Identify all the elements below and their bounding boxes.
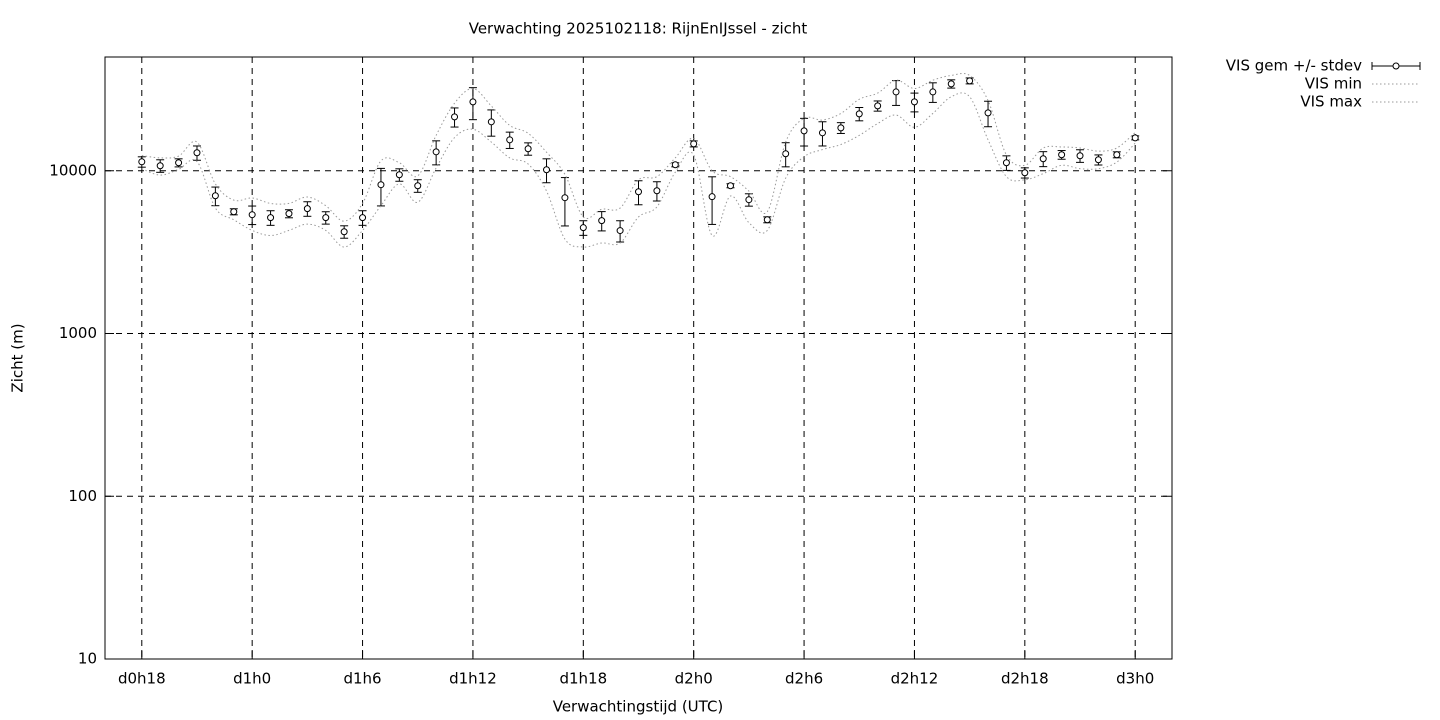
point xyxy=(395,171,403,179)
chart-title: Verwachting 2025102118: RijnEnIJssel - z… xyxy=(469,20,808,38)
point xyxy=(726,182,734,190)
point xyxy=(782,150,790,158)
legend-label: VIS min xyxy=(1305,75,1362,93)
point xyxy=(322,214,330,222)
point xyxy=(598,217,606,225)
x-axis-label: Verwachtingstijd (UTC) xyxy=(553,698,724,716)
point xyxy=(947,80,955,88)
point xyxy=(487,118,495,126)
point xyxy=(340,228,348,236)
point xyxy=(745,196,753,204)
x-tick-label: d2h18 xyxy=(1001,670,1049,688)
point xyxy=(359,214,367,222)
point xyxy=(1021,169,1029,177)
point xyxy=(469,98,477,106)
point xyxy=(1039,155,1047,163)
point xyxy=(984,109,992,117)
x-tick-label: d2h0 xyxy=(675,670,713,688)
point xyxy=(671,161,679,169)
point xyxy=(193,149,201,157)
point xyxy=(211,192,219,200)
point xyxy=(1131,134,1139,142)
point xyxy=(966,77,974,85)
legend-label: VIS gem +/- stdev xyxy=(1226,57,1362,75)
point xyxy=(1113,151,1121,159)
point xyxy=(506,136,514,144)
point xyxy=(432,148,440,156)
point xyxy=(1094,156,1102,164)
point xyxy=(175,159,183,167)
x-tick-label: d3h0 xyxy=(1116,670,1154,688)
y-tick-label: 10 xyxy=(78,650,97,668)
point xyxy=(156,162,164,170)
point xyxy=(837,124,845,132)
x-tick-label: d2h12 xyxy=(891,670,939,688)
y-tick-label: 100 xyxy=(68,487,97,505)
point xyxy=(267,214,275,222)
point xyxy=(561,194,569,202)
x-tick-label: d1h6 xyxy=(343,670,381,688)
x-tick-label: d1h0 xyxy=(233,670,271,688)
point xyxy=(303,205,311,213)
point xyxy=(1058,151,1066,159)
point xyxy=(874,102,882,110)
x-tick-label: d1h18 xyxy=(559,670,607,688)
y-axis-label: Zicht (m) xyxy=(9,323,27,392)
line-series xyxy=(141,72,1136,222)
point xyxy=(230,208,238,216)
point xyxy=(818,129,826,137)
point xyxy=(377,181,385,189)
line-series xyxy=(141,92,1136,248)
point xyxy=(635,188,642,196)
point xyxy=(1076,152,1084,160)
error-bar xyxy=(708,176,717,225)
x-tick-label: d0h18 xyxy=(118,670,166,688)
point xyxy=(248,211,256,219)
point xyxy=(616,227,624,235)
point xyxy=(543,166,551,174)
point xyxy=(910,98,918,106)
point xyxy=(892,88,900,96)
point xyxy=(524,145,532,153)
y-tick-label: 10000 xyxy=(49,161,97,179)
point xyxy=(763,216,771,224)
point xyxy=(579,224,587,232)
legend-swatch xyxy=(1392,62,1400,70)
y-tick-label: 1000 xyxy=(59,324,97,342)
point xyxy=(285,210,293,218)
point xyxy=(690,140,698,148)
x-tick-label: d2h6 xyxy=(785,670,823,688)
x-tick-label: d1h12 xyxy=(449,670,497,688)
point xyxy=(708,193,716,201)
point xyxy=(414,182,422,190)
point xyxy=(855,110,863,118)
legend-label: VIS max xyxy=(1300,93,1362,111)
point xyxy=(653,187,661,195)
point xyxy=(451,113,459,121)
point xyxy=(138,158,146,166)
point xyxy=(1002,159,1010,167)
plot-frame xyxy=(104,56,1173,660)
point xyxy=(929,88,937,96)
point xyxy=(800,127,808,135)
error-bar xyxy=(560,177,569,227)
